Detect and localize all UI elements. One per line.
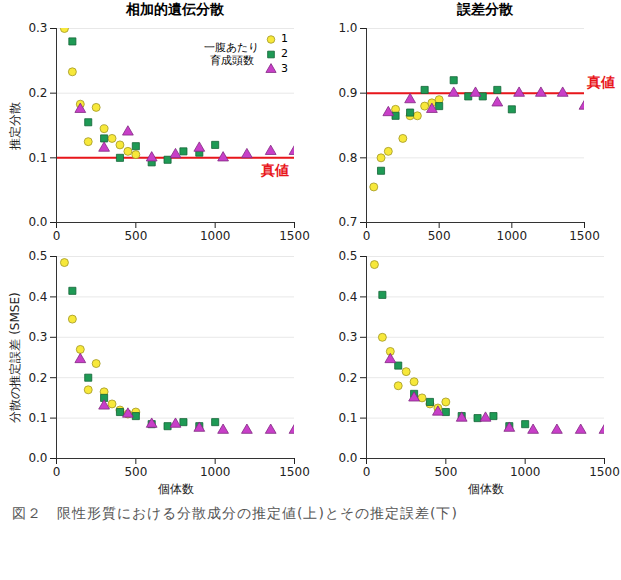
svg-text:0.0: 0.0	[28, 215, 47, 229]
svg-text:500: 500	[124, 465, 147, 479]
svg-text:分散の推定誤差 (SMSE): 分散の推定誤差 (SMSE)	[8, 292, 22, 422]
svg-text:0: 0	[363, 229, 371, 243]
svg-text:個体数: 個体数	[468, 482, 504, 496]
svg-text:0.9: 0.9	[338, 86, 357, 100]
svg-text:0.0: 0.0	[28, 451, 47, 465]
svg-text:真値: 真値	[260, 162, 289, 178]
svg-text:0.7: 0.7	[338, 215, 357, 229]
html-text:2: 2	[281, 47, 288, 60]
svg-text:0.1: 0.1	[338, 411, 357, 425]
html-text:誤差分散: 誤差分散	[457, 1, 513, 17]
html-text:3: 3	[281, 62, 288, 75]
svg-text:0.2: 0.2	[28, 371, 47, 385]
html-text:図２ 限性形質における分散成分の推定値(上)とその推定誤差(: 図２ 限性形質における分散成分の推定値(上)とその推定誤差(下)	[12, 505, 458, 521]
svg-text:1000: 1000	[497, 229, 528, 243]
html-text:相加的遺伝分散: 相加的遺伝分散	[126, 1, 224, 17]
svg-text:真値: 真値	[586, 74, 615, 90]
svg-text:0.2: 0.2	[28, 86, 47, 100]
svg-text:0.3: 0.3	[28, 330, 47, 344]
svg-text:0.8: 0.8	[338, 151, 357, 165]
svg-text:1500: 1500	[279, 465, 310, 479]
svg-text:0: 0	[53, 229, 61, 243]
svg-text:0: 0	[363, 465, 371, 479]
svg-text:推定分散: 推定分散	[8, 102, 22, 150]
svg-text:1000: 1000	[200, 465, 231, 479]
svg-text:0.1: 0.1	[28, 151, 47, 165]
html-text:1: 1	[281, 32, 288, 45]
svg-text:個体数: 個体数	[158, 482, 194, 496]
svg-text:0: 0	[53, 465, 61, 479]
svg-text:500: 500	[124, 229, 147, 243]
svg-text:0.2: 0.2	[338, 371, 357, 385]
svg-text:0.1: 0.1	[28, 411, 47, 425]
svg-text:0.4: 0.4	[28, 290, 47, 304]
svg-text:500: 500	[428, 229, 451, 243]
svg-text:1500: 1500	[589, 465, 620, 479]
svg-text:0.5: 0.5	[28, 249, 47, 263]
svg-text:1.0: 1.0	[338, 21, 357, 35]
svg-text:0.3: 0.3	[338, 330, 357, 344]
svg-text:1000: 1000	[510, 465, 541, 479]
html-text:一腹あたり 育成頭数: 一腹あたり 育成頭数	[204, 40, 259, 67]
svg-text:500: 500	[434, 465, 457, 479]
svg-text:0.0: 0.0	[338, 451, 357, 465]
svg-text:0.3: 0.3	[28, 21, 47, 35]
svg-text:0.4: 0.4	[338, 290, 357, 304]
svg-text:1000: 1000	[200, 229, 231, 243]
svg-text:1500: 1500	[279, 229, 310, 243]
svg-text:1500: 1500	[569, 229, 600, 243]
svg-text:0.5: 0.5	[338, 249, 357, 263]
